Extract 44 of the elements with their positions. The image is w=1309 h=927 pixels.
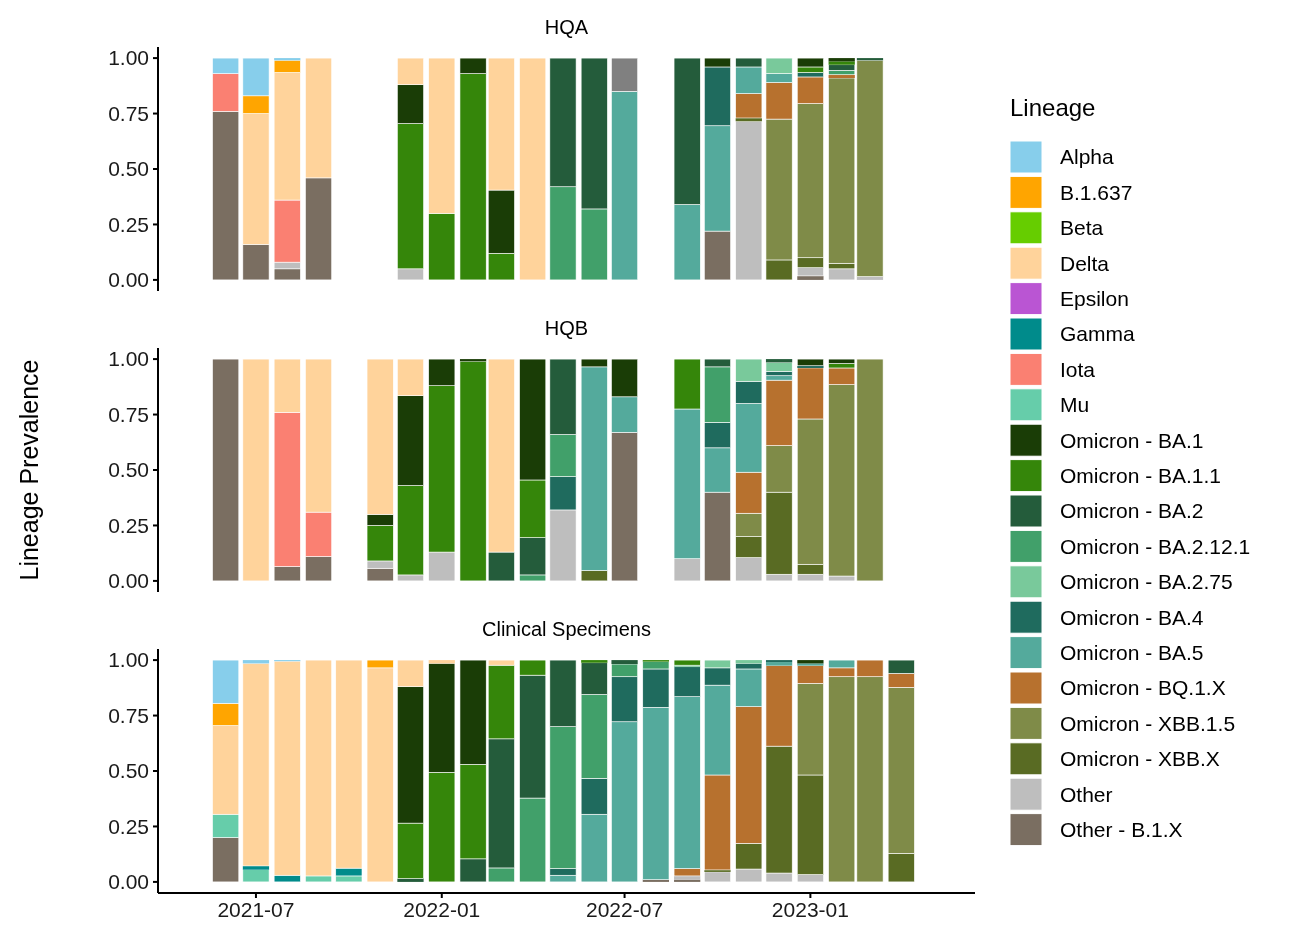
y-tick-label: 0.75	[108, 402, 149, 426]
chart-title: Clinical Specimens	[482, 618, 651, 640]
legend-label: Omicron - BQ.1.X	[1060, 676, 1226, 700]
x-tick-label: 2023-01	[771, 898, 849, 921]
legend-label: Alpha	[1060, 145, 1115, 169]
legend-label: Omicron - XBB.1.5	[1060, 711, 1236, 735]
legend-label: Omicron - BA.1	[1060, 428, 1204, 452]
y-tick-label: 0.50	[108, 458, 149, 482]
legend-label: Omicron - BA.1.1	[1060, 463, 1222, 487]
legend-label: Omicron - BA.5	[1060, 640, 1204, 664]
legend-label: Epsilon	[1060, 286, 1129, 310]
x-tick-label: 2021-07	[217, 898, 295, 921]
y-tick-label: 0.50	[108, 157, 149, 181]
legend-label: Omicron - BA.2.75	[1060, 570, 1233, 594]
y-tick-label: 0.75	[108, 703, 149, 727]
y-tick-label: 0.00	[108, 569, 149, 593]
legend-label: Beta	[1060, 216, 1104, 240]
y-tick-label: 0.75	[108, 101, 149, 125]
legend-label: Gamma	[1060, 322, 1135, 346]
y-tick-label: 0.50	[108, 759, 149, 783]
y-tick-label: 0.25	[108, 212, 149, 236]
y-axis-title: Lineage Prevalence	[15, 359, 43, 581]
x-tick-label: 2022-07	[586, 898, 664, 921]
legend-label: Delta	[1060, 251, 1110, 275]
legend-title: Lineage	[1010, 94, 1096, 122]
legend-label: Mu	[1060, 393, 1090, 417]
legend-label: Other	[1060, 782, 1113, 806]
legend-label: Iota	[1060, 357, 1096, 381]
y-tick-label: 1.00	[108, 347, 149, 371]
y-tick-label: 0.00	[108, 870, 149, 894]
y-tick-label: 1.00	[108, 46, 149, 70]
y-tick-label: 1.00	[108, 648, 149, 672]
y-tick-label: 0.00	[108, 268, 149, 292]
y-tick-label: 0.25	[108, 814, 149, 838]
legend-label: Omicron - BA.2.12.1	[1060, 534, 1251, 558]
legend-label: Other - B.1.X	[1060, 817, 1183, 841]
chart-title: HQB	[544, 317, 589, 339]
y-tick-label: 0.25	[108, 513, 149, 537]
legend-label: Omicron - BA.4	[1060, 605, 1204, 629]
chart-title: HQA	[544, 16, 589, 38]
legend-label: B.1.637	[1060, 180, 1133, 204]
legend-label: Omicron - BA.2	[1060, 499, 1204, 523]
x-tick-label: 2022-01	[403, 898, 481, 921]
legend-label: Omicron - XBB.X	[1060, 747, 1220, 771]
